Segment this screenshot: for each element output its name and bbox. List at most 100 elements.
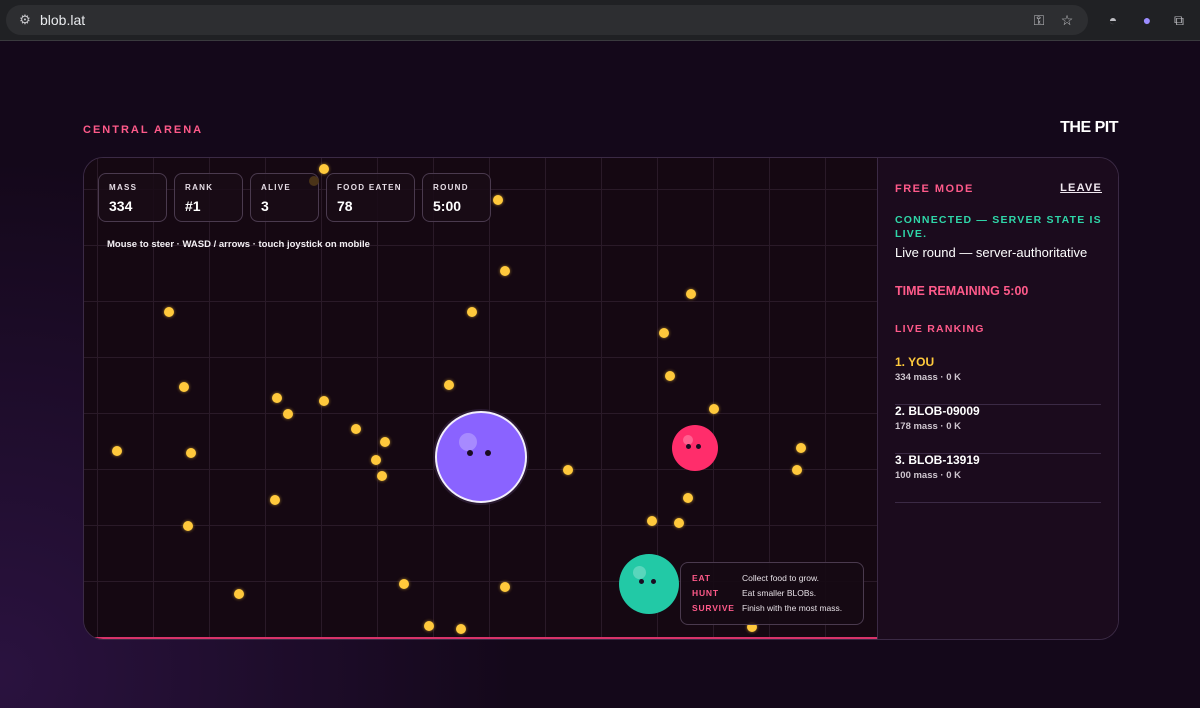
- food-pellet: [674, 518, 684, 528]
- browser-toolbar: ⚙ blob.lat ⚿ ☆ ◓ ● ⧉: [0, 0, 1200, 41]
- food-pellet: [493, 195, 503, 205]
- food-pellet: [377, 471, 387, 481]
- game-frame: MASS 334 RANK #1 ALIVE 3 FOOD EATEN 78 R…: [83, 157, 1119, 640]
- blob-eye: [639, 579, 644, 584]
- food-pellet: [380, 437, 390, 447]
- blob-shine: [683, 435, 693, 445]
- stat-value: 78: [337, 198, 353, 214]
- round-info: Live round — server-authoritative: [895, 245, 1088, 260]
- food-pellet: [456, 624, 466, 634]
- stat-label: MASS: [109, 183, 138, 192]
- arena-field[interactable]: MASS 334 RANK #1 ALIVE 3 FOOD EATEN 78 R…: [84, 158, 877, 639]
- food-pellet: [272, 393, 282, 403]
- enemy-blob: [619, 554, 679, 614]
- food-pellet: [270, 495, 280, 505]
- food-pellet: [665, 371, 675, 381]
- food-pellet: [796, 443, 806, 453]
- food-pellet: [792, 465, 802, 475]
- stat-food-eaten: FOOD EATEN 78: [326, 173, 415, 222]
- time-remaining: TIME REMAINING 5:00: [895, 284, 1029, 298]
- incognito-icon[interactable]: ◓: [1108, 12, 1118, 28]
- food-pellet: [500, 266, 510, 276]
- food-pellet: [424, 621, 434, 631]
- food-pellet: [179, 382, 189, 392]
- blob-shine: [459, 433, 477, 451]
- legend-key: HUNT: [692, 588, 719, 598]
- food-pellet: [500, 582, 510, 592]
- url-text[interactable]: blob.lat: [40, 12, 86, 28]
- stat-label: ALIVE: [261, 183, 292, 192]
- stat-value: 3: [261, 198, 269, 214]
- stat-value: 5:00: [433, 198, 462, 214]
- stat-rank: RANK #1: [174, 173, 243, 222]
- food-pellet: [563, 465, 573, 475]
- field-boundary: [84, 637, 877, 639]
- ranking-detail: 100 mass · 0 K: [895, 470, 962, 481]
- ranking-detail: 334 mass · 0 K: [895, 372, 962, 383]
- enemy-blob: [672, 425, 718, 471]
- arena-label: CENTRAL ARENA: [83, 124, 204, 136]
- food-pellet: [186, 448, 196, 458]
- address-bar[interactable]: ⚙ blob.lat ⚿ ☆: [6, 5, 1088, 35]
- stat-mass: MASS 334: [98, 173, 167, 222]
- player-blob: [435, 411, 527, 503]
- stat-label: RANK: [185, 183, 214, 192]
- rules-legend: EAT Collect food to grow. HUNT Eat small…: [680, 562, 864, 625]
- ranking-item: 2. BLOB-09009 178 mass · 0 K: [895, 404, 1101, 454]
- ranking-name: 2. BLOB-09009: [895, 404, 980, 418]
- stat-value: 334: [109, 198, 133, 214]
- site-info-icon[interactable]: ⚙: [19, 12, 31, 27]
- blob-eye: [696, 444, 701, 449]
- food-pellet: [647, 516, 657, 526]
- legend-desc: Eat smaller BLOBs.: [742, 588, 817, 598]
- ranking-name: 1. YOU: [895, 355, 935, 369]
- legend-desc: Collect food to grow.: [742, 573, 820, 583]
- stat-label: ROUND: [433, 183, 469, 192]
- ranking-item: 3. BLOB-13919 100 mass · 0 K: [895, 453, 1101, 503]
- ranking-item: 1. YOU 334 mass · 0 K: [895, 355, 1101, 405]
- food-pellet: [319, 164, 329, 174]
- mode-label: FREE MODE: [895, 183, 974, 195]
- blob-eye: [467, 450, 473, 456]
- blob-shine: [633, 566, 646, 579]
- food-pellet: [747, 622, 757, 632]
- food-pellet: [709, 404, 719, 414]
- food-pellet: [319, 396, 329, 406]
- ghost-extension-icon[interactable]: ●: [1142, 12, 1152, 28]
- food-pellet: [371, 455, 381, 465]
- food-pellet: [112, 446, 122, 456]
- page: CENTRAL ARENA THE PIT MASS 334 RANK #1 A…: [0, 41, 1200, 708]
- legend-desc: Finish with the most mass.: [742, 603, 843, 613]
- food-pellet: [283, 409, 293, 419]
- food-pellet: [659, 328, 669, 338]
- ranking-title: LIVE RANKING: [895, 323, 985, 335]
- food-pellet: [399, 579, 409, 589]
- food-pellet: [444, 380, 454, 390]
- controls-hint: Mouse to steer · WASD / arrows · touch j…: [107, 239, 370, 250]
- legend-key: SURVIVE: [692, 603, 735, 613]
- food-pellet: [183, 521, 193, 531]
- stat-label: FOOD EATEN: [337, 183, 402, 192]
- blob-eye: [686, 444, 691, 449]
- food-pellet: [683, 493, 693, 503]
- food-pellet: [351, 424, 361, 434]
- connection-status: CONNECTED — SERVER STATE IS LIVE.: [895, 214, 1102, 240]
- ranking-detail: 178 mass · 0 K: [895, 421, 962, 432]
- leave-button[interactable]: LEAVE: [1060, 182, 1102, 194]
- legend-key: EAT: [692, 573, 711, 583]
- sidebar-panel: FREE MODE LEAVE CONNECTED — SERVER STATE…: [877, 158, 1118, 639]
- stat-alive: ALIVE 3: [250, 173, 319, 222]
- food-pellet: [164, 307, 174, 317]
- ranking-name: 3. BLOB-13919: [895, 453, 980, 467]
- stat-round: ROUND 5:00: [422, 173, 491, 222]
- blob-eye: [485, 450, 491, 456]
- food-pellet: [467, 307, 477, 317]
- key-icon[interactable]: ⚿: [1033, 12, 1045, 28]
- star-icon[interactable]: ☆: [1060, 12, 1074, 28]
- puzzle-extension-icon[interactable]: ⧉: [1174, 12, 1184, 28]
- food-pellet: [686, 289, 696, 299]
- food-pellet: [309, 176, 319, 186]
- food-pellet: [234, 589, 244, 599]
- blob-eye: [651, 579, 656, 584]
- stat-value: #1: [185, 198, 201, 214]
